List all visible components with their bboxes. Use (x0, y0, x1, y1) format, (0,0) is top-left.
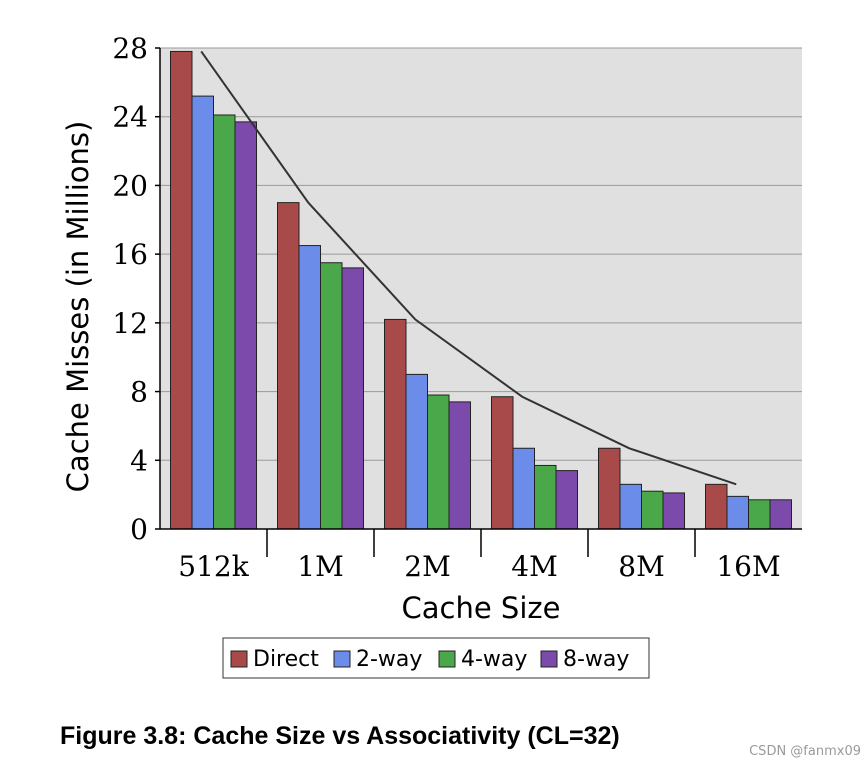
bar-8-way-16m (769, 499, 792, 530)
bar-4-way-512k (213, 114, 236, 530)
bar-2-way-2m (405, 373, 428, 530)
bar-8-way-512k (234, 121, 257, 530)
y-tick-label: 20 (112, 169, 148, 202)
bar-8-way-4m (555, 470, 578, 530)
bar-direct-512k (170, 50, 193, 530)
bar-4-way-2m (427, 394, 450, 530)
x-tick-label: 512k (178, 550, 249, 583)
bar-2-way-8m (619, 483, 642, 530)
x-tick-label: 16M (716, 550, 780, 583)
bar-2-way-1m (298, 245, 321, 530)
x-tick-label: 1M (297, 550, 343, 583)
legend-swatch-8-way (540, 650, 558, 668)
trend-line-layer (200, 50, 737, 486)
legend-label: 2-way (356, 647, 422, 672)
legend-label: Direct (253, 647, 319, 672)
bar-4-way-8m (641, 490, 664, 530)
y-tick-label: 4 (130, 444, 148, 477)
x-tick-label: 4M (511, 550, 557, 583)
grid-lines (160, 47, 802, 461)
legend-swatch-2-way (333, 650, 351, 668)
bars (170, 50, 792, 530)
bar-8-way-2m (448, 401, 471, 530)
y-axis-label: Cache Misses (in Millions) (61, 121, 95, 493)
bar-4-way-1m (320, 262, 343, 530)
trend-line (200, 50, 737, 486)
bar-direct-2m (384, 318, 407, 530)
x-tick-label: 2M (404, 550, 450, 583)
x-tick-labels: 512k 1M 2M 4M 8M 16M (178, 550, 780, 583)
figure-caption: Figure 3.8: Cache Size vs Associativity … (60, 722, 620, 750)
y-tick-label: 28 (112, 32, 148, 65)
bar-direct-1m (277, 202, 300, 530)
bar-direct-8m (598, 447, 621, 530)
y-tick-labels: 0 4 8 12 16 20 24 28 (112, 32, 148, 546)
bar-8-way-8m (662, 492, 685, 530)
legend-swatch-4-way (438, 650, 456, 668)
bar-2-way-16m (726, 495, 749, 530)
bar-direct-4m (491, 396, 514, 530)
bar-2-way-512k (191, 95, 214, 530)
legend-box (222, 637, 650, 679)
y-tick-label: 24 (112, 101, 148, 134)
y-tick-label: 0 (130, 513, 148, 546)
bar-direct-16m (705, 483, 728, 530)
bar-4-way-4m (534, 464, 557, 530)
legend: Direct 2-way 4-way 8-way (222, 637, 650, 679)
y-tick-label: 8 (130, 376, 148, 409)
bar-8-way-1m (341, 267, 364, 530)
y-tick-label: 16 (112, 238, 148, 271)
legend-label: 8-way (563, 647, 629, 672)
axes (155, 47, 802, 557)
legend-label: 4-way (461, 647, 527, 672)
bar-2-way-4m (512, 447, 535, 530)
x-axis-label: Cache Size (402, 591, 561, 625)
watermark: CSDN @fanmx09 (749, 744, 861, 759)
legend-swatch-direct (230, 650, 248, 668)
bar-4-way-16m (748, 499, 771, 530)
plot-background (160, 48, 802, 529)
x-tick-label: 8M (618, 550, 664, 583)
y-tick-label: 12 (112, 307, 148, 340)
